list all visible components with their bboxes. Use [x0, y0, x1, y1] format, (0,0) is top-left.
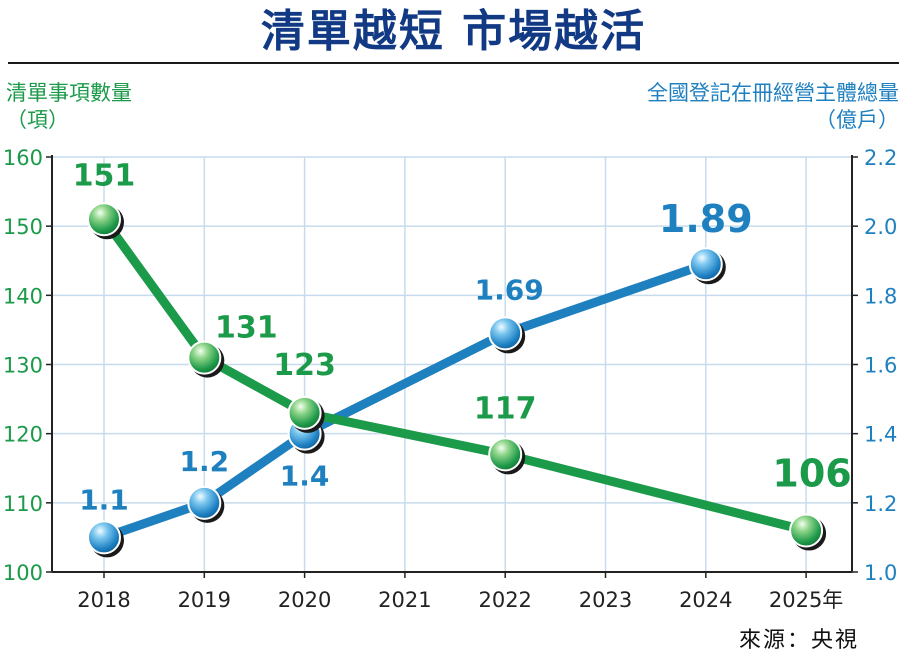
green-data-point: [789, 513, 827, 551]
right-tick-label: 1.0: [864, 561, 897, 585]
right-axis-title-line1: 全國登記在冊經營主體總量: [647, 81, 899, 105]
blue-data-label: 1.4: [280, 460, 330, 493]
green-data-label: 106: [772, 452, 851, 496]
right-tick-label: 1.8: [864, 284, 897, 308]
blue-data-point: [488, 316, 526, 354]
x-tick-label: 2025年: [769, 588, 843, 612]
x-tick-label: 2021: [378, 588, 431, 612]
blue-data-label: 1.1: [79, 483, 129, 516]
point-marker: [187, 340, 222, 375]
green-data-point: [187, 340, 225, 378]
point-marker: [488, 316, 523, 351]
left-tick-label: 150: [3, 215, 43, 239]
point-marker: [287, 395, 322, 430]
right-tick-label: 2.2: [864, 146, 897, 170]
blue-data-label: 1.89: [659, 197, 753, 241]
point-marker: [789, 513, 824, 548]
point-marker: [688, 247, 723, 282]
left-axis-title-line2: （項）: [6, 108, 69, 132]
left-axis-title-line1: 清單事項數量: [6, 81, 132, 105]
left-tick-label: 140: [3, 284, 43, 308]
chart-title: 清單越短 市場越活: [260, 6, 647, 57]
point-marker: [87, 520, 121, 555]
x-tick-label: 2024: [679, 588, 732, 612]
blue-data-label: 1.2: [179, 445, 229, 478]
title-divider: [8, 62, 899, 64]
axes: 100 110 120 130 140 150 160 1.0 1.2 1.4 1.6 1.8 2.0 2…: [3, 146, 898, 612]
blue-data-label: 1.69: [475, 273, 544, 306]
right-tick-label: 2.0: [864, 215, 897, 239]
x-tick-label: 2023: [579, 588, 632, 612]
left-tick-label: 100: [3, 561, 43, 585]
left-tick-label: 120: [3, 423, 43, 447]
green-data-label: 131: [215, 311, 278, 346]
green-data-point: [488, 437, 526, 475]
green-data-point: [287, 395, 325, 433]
point-marker: [488, 437, 523, 472]
series-points: [87, 202, 827, 558]
x-tick-label: 2019: [178, 588, 231, 612]
right-axis-title-line2: （億戶）: [815, 108, 899, 132]
left-tick-label: 110: [3, 492, 43, 516]
point-marker: [87, 202, 121, 237]
right-tick-label: 1.2: [864, 492, 897, 516]
green-data-label: 123: [273, 348, 336, 383]
right-tick-label: 1.6: [864, 354, 897, 378]
green-data-point: [87, 202, 124, 240]
right-tick-label: 1.4: [864, 423, 897, 447]
left-axis-title: 清單事項數量 （項）: [6, 80, 132, 134]
x-tick-label: 2018: [77, 588, 130, 612]
right-axis-title: 全國登記在冊經營主體總量 （億戶）: [647, 80, 899, 134]
blue-data-point: [187, 485, 225, 523]
left-tick-label: 160: [3, 146, 43, 170]
blue-data-point: [87, 520, 124, 558]
source-note: 來源：央視: [738, 628, 859, 653]
point-marker: [187, 485, 222, 520]
x-tick-label: 2022: [478, 588, 531, 612]
x-tick-label: 2020: [278, 588, 331, 612]
left-tick-label: 130: [3, 354, 43, 378]
green-data-label: 117: [474, 391, 537, 426]
blue-data-point: [688, 247, 726, 285]
green-data-label: 151: [73, 158, 136, 193]
